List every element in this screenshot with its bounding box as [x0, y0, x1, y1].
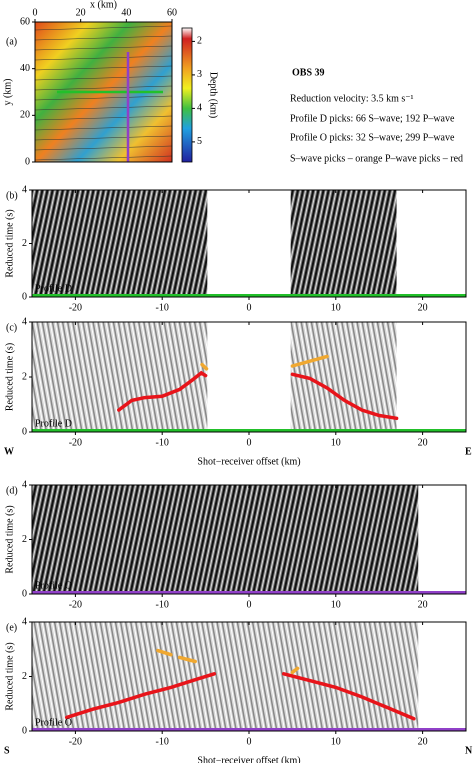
survey-line	[34, 25, 173, 31]
y-axis-label: Reduced time (s)	[4, 642, 15, 710]
x-tick-label: -10	[156, 437, 169, 448]
profile-label: Profile O	[35, 580, 72, 591]
annotation: Profile D picks: 66 S–wave; 192 P–wave	[290, 113, 455, 124]
y-tick-label: 2	[22, 671, 27, 682]
colorbar-tick-label: 2	[197, 36, 202, 47]
y-tick-label: 40	[20, 63, 30, 74]
x-tick-label: -20	[69, 302, 82, 313]
x-tick-label: -20	[69, 736, 82, 747]
survey-line	[34, 105, 173, 111]
survey-line	[34, 75, 173, 81]
annotation: Reduction velocity: 3.5 km s⁻¹	[290, 93, 414, 104]
y-axis-label: Reduced time (s)	[4, 343, 15, 411]
panel-label: (c)	[6, 322, 17, 333]
seismic-record	[32, 190, 208, 297]
y-tick-label: 0	[22, 588, 27, 599]
y-axis-label: y (km)	[2, 79, 13, 106]
seismic-record	[32, 622, 419, 731]
colorbar-label: Depth (km)	[208, 72, 219, 118]
x-tick-label: -20	[69, 437, 82, 448]
y-tick-label: 0	[25, 156, 30, 167]
x-tick-label: 10	[331, 302, 341, 313]
survey-line	[34, 65, 173, 71]
pick-line	[117, 370, 399, 421]
annotation: Profile O picks: 32 S–wave; 299 P–wave	[290, 132, 455, 143]
x-tick-label: 10	[331, 599, 341, 610]
colorbar	[181, 27, 193, 163]
map-frame	[34, 21, 173, 163]
colorbar-tick-label: 5	[197, 136, 202, 147]
x-tick-label: 0	[247, 736, 252, 747]
y-tick-label: 4	[22, 616, 27, 627]
direction-label: W	[4, 446, 14, 457]
y-tick-label: 60	[20, 16, 30, 27]
panel-label: (d)	[6, 485, 18, 496]
x-axis-label: x (km)	[90, 0, 117, 10]
seismic-record	[290, 190, 397, 297]
station-title: OBS 39	[292, 67, 325, 78]
direction-label: E	[465, 446, 472, 457]
panel-label: (b)	[6, 190, 18, 201]
x-tick-label: 60	[167, 7, 177, 18]
y-tick-label: 0	[22, 291, 27, 302]
y-tick-label: 2	[22, 534, 27, 545]
colorbar-tick-label: 3	[197, 69, 202, 80]
x-tick-label: 20	[418, 437, 428, 448]
y-tick-label: 2	[22, 371, 27, 382]
x-tick-label: 20	[76, 7, 86, 18]
annotation: S–wave picks – orange P–wave picks – red	[290, 153, 463, 164]
y-tick-label: 4	[22, 184, 27, 195]
seismic-record	[32, 485, 419, 594]
pick-line	[156, 648, 300, 675]
survey-line	[34, 115, 173, 121]
y-tick-label: 0	[22, 725, 27, 736]
x-tick-label: -10	[156, 302, 169, 313]
profile-label: Profile D	[35, 418, 72, 429]
panel-label: (a)	[6, 36, 17, 47]
x-tick-label: -10	[156, 736, 169, 747]
x-tick-label: 10	[331, 736, 341, 747]
panel-label: (e)	[6, 622, 17, 633]
survey-line	[34, 45, 173, 51]
x-tick-label: 20	[418, 736, 428, 747]
y-tick-label: 0	[22, 426, 27, 437]
y-axis-label: Reduced time (s)	[4, 209, 15, 277]
pick-line	[64, 672, 416, 721]
survey-line	[34, 145, 173, 151]
x-tick-label: -10	[156, 599, 169, 610]
x-tick-label: 20	[418, 302, 428, 313]
y-tick-label: 4	[22, 316, 27, 327]
x-tick-label: 10	[331, 437, 341, 448]
survey-line	[34, 85, 173, 91]
x-tick-label: -20	[69, 599, 82, 610]
seismic-record	[32, 322, 208, 432]
survey-line	[34, 55, 173, 61]
x-tick-label: 0	[247, 599, 252, 610]
x-tick-label: 0	[247, 302, 252, 313]
y-tick-label: 20	[20, 110, 30, 121]
profile-label: Profile D	[35, 283, 72, 294]
survey-line	[34, 125, 173, 131]
survey-line	[34, 135, 173, 141]
direction-label: S	[4, 745, 10, 756]
x-tick-label: 0	[247, 437, 252, 448]
survey-line	[34, 155, 173, 161]
survey-line	[34, 35, 173, 41]
colorbar-tick-label: 4	[197, 103, 202, 114]
survey-line	[34, 95, 173, 101]
y-tick-label: 2	[22, 238, 27, 249]
direction-label: N	[465, 745, 473, 756]
x-axis-label: Shot−receiver offset (km)	[197, 755, 300, 763]
pick-line	[200, 354, 329, 371]
x-tick-label: 20	[418, 599, 428, 610]
y-axis-label: Reduced time (s)	[4, 505, 15, 573]
x-axis-label: Shot−receiver offset (km)	[197, 456, 300, 467]
profile-label: Profile O	[35, 717, 72, 728]
x-tick-label: 0	[33, 7, 38, 18]
x-tick-label: 40	[121, 7, 131, 18]
y-tick-label: 4	[22, 479, 27, 490]
